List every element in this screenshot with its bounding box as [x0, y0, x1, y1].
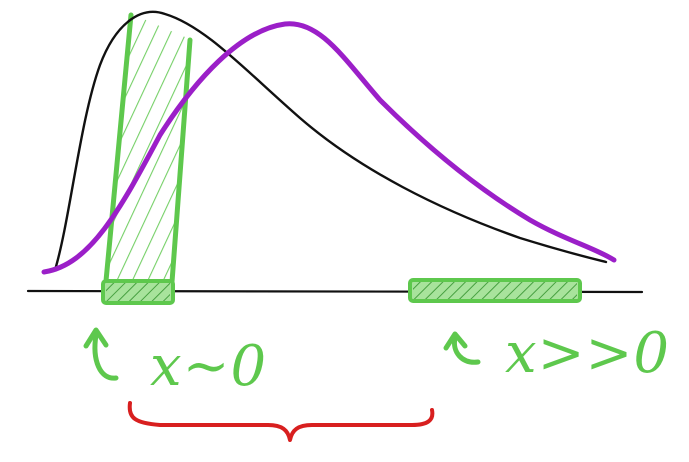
far-from-zero-label: x>>0 — [505, 321, 670, 386]
far-from-zero-axis-bar — [408, 278, 582, 303]
near-zero-axis-bar — [101, 279, 175, 305]
near-zero-label: x~0 — [150, 334, 267, 399]
purple-distribution-curve — [41, 21, 617, 275]
near-zero-arrow-icon — [83, 327, 119, 381]
near-zero-shaded-region — [103, 12, 193, 285]
far-from-zero-arrow-icon — [443, 331, 481, 365]
red-brace — [127, 401, 435, 442]
